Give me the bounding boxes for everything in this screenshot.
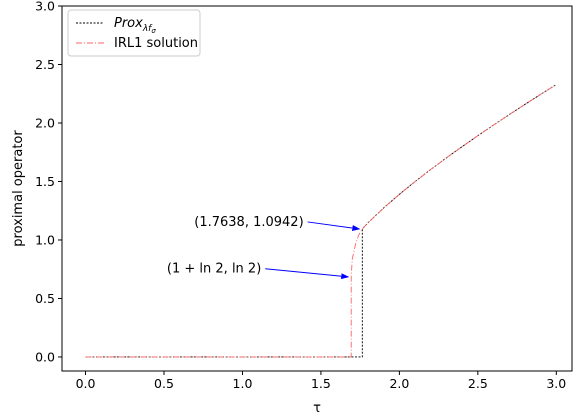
legend: Proxλfσ IRL1 solution (67, 9, 201, 57)
x-tick-label: 3.0 (546, 376, 566, 391)
x-tick-label: 2.5 (468, 376, 488, 391)
series-line-prox (85, 84, 557, 358)
x-tick-label: 2.0 (389, 376, 409, 391)
y-tick-label: 2.5 (35, 57, 55, 72)
annotation-arrow-lower (265, 268, 350, 280)
y-tick-label: 3.0 (35, 0, 55, 14)
annotation-label-upper: (1.7638, 1.0942) (194, 215, 303, 230)
y-tick-label: 0.0 (35, 349, 55, 364)
y-tick-label: 1.0 (35, 232, 55, 247)
annotation-label-lower: (1 + ln 2, ln 2) (167, 262, 261, 277)
plot-area (61, 5, 573, 372)
series-layer (85, 84, 557, 358)
series-line-irl1 (85, 84, 557, 358)
y-axis-label: proximal operator (11, 130, 26, 247)
annotation-arrow-upper (307, 221, 361, 231)
y-tick-label: 1.5 (35, 174, 55, 189)
annotation-layer: (1.7638, 1.0942) (1 + ln 2, ln 2) (167, 215, 361, 280)
legend-label-prox: Proxλfσ (114, 16, 156, 35)
x-axis-label: τ (313, 401, 321, 416)
x-tick-label: 1.5 (311, 376, 331, 391)
x-tick-label: 0.0 (76, 376, 96, 391)
x-tick-label: 0.5 (154, 376, 174, 391)
ticks-layer: 0.0 0.5 1.0 1.5 2.0 2.5 3.0 0.0 0.5 1.0 1.5 2.0 2.5 3… (35, 0, 566, 391)
legend-prox-main: Prox (114, 16, 143, 31)
legend-prox-subsubscript: σ (151, 27, 156, 35)
legend-box (67, 9, 201, 57)
plot-frame (61, 5, 573, 372)
legend-prox-subscript: λf (142, 24, 153, 34)
legend-label-irl1: IRL1 solution (114, 36, 198, 51)
y-tick-label: 0.5 (35, 291, 55, 306)
x-tick-label: 1.0 (233, 376, 253, 391)
y-tick-label: 2.0 (35, 115, 55, 130)
